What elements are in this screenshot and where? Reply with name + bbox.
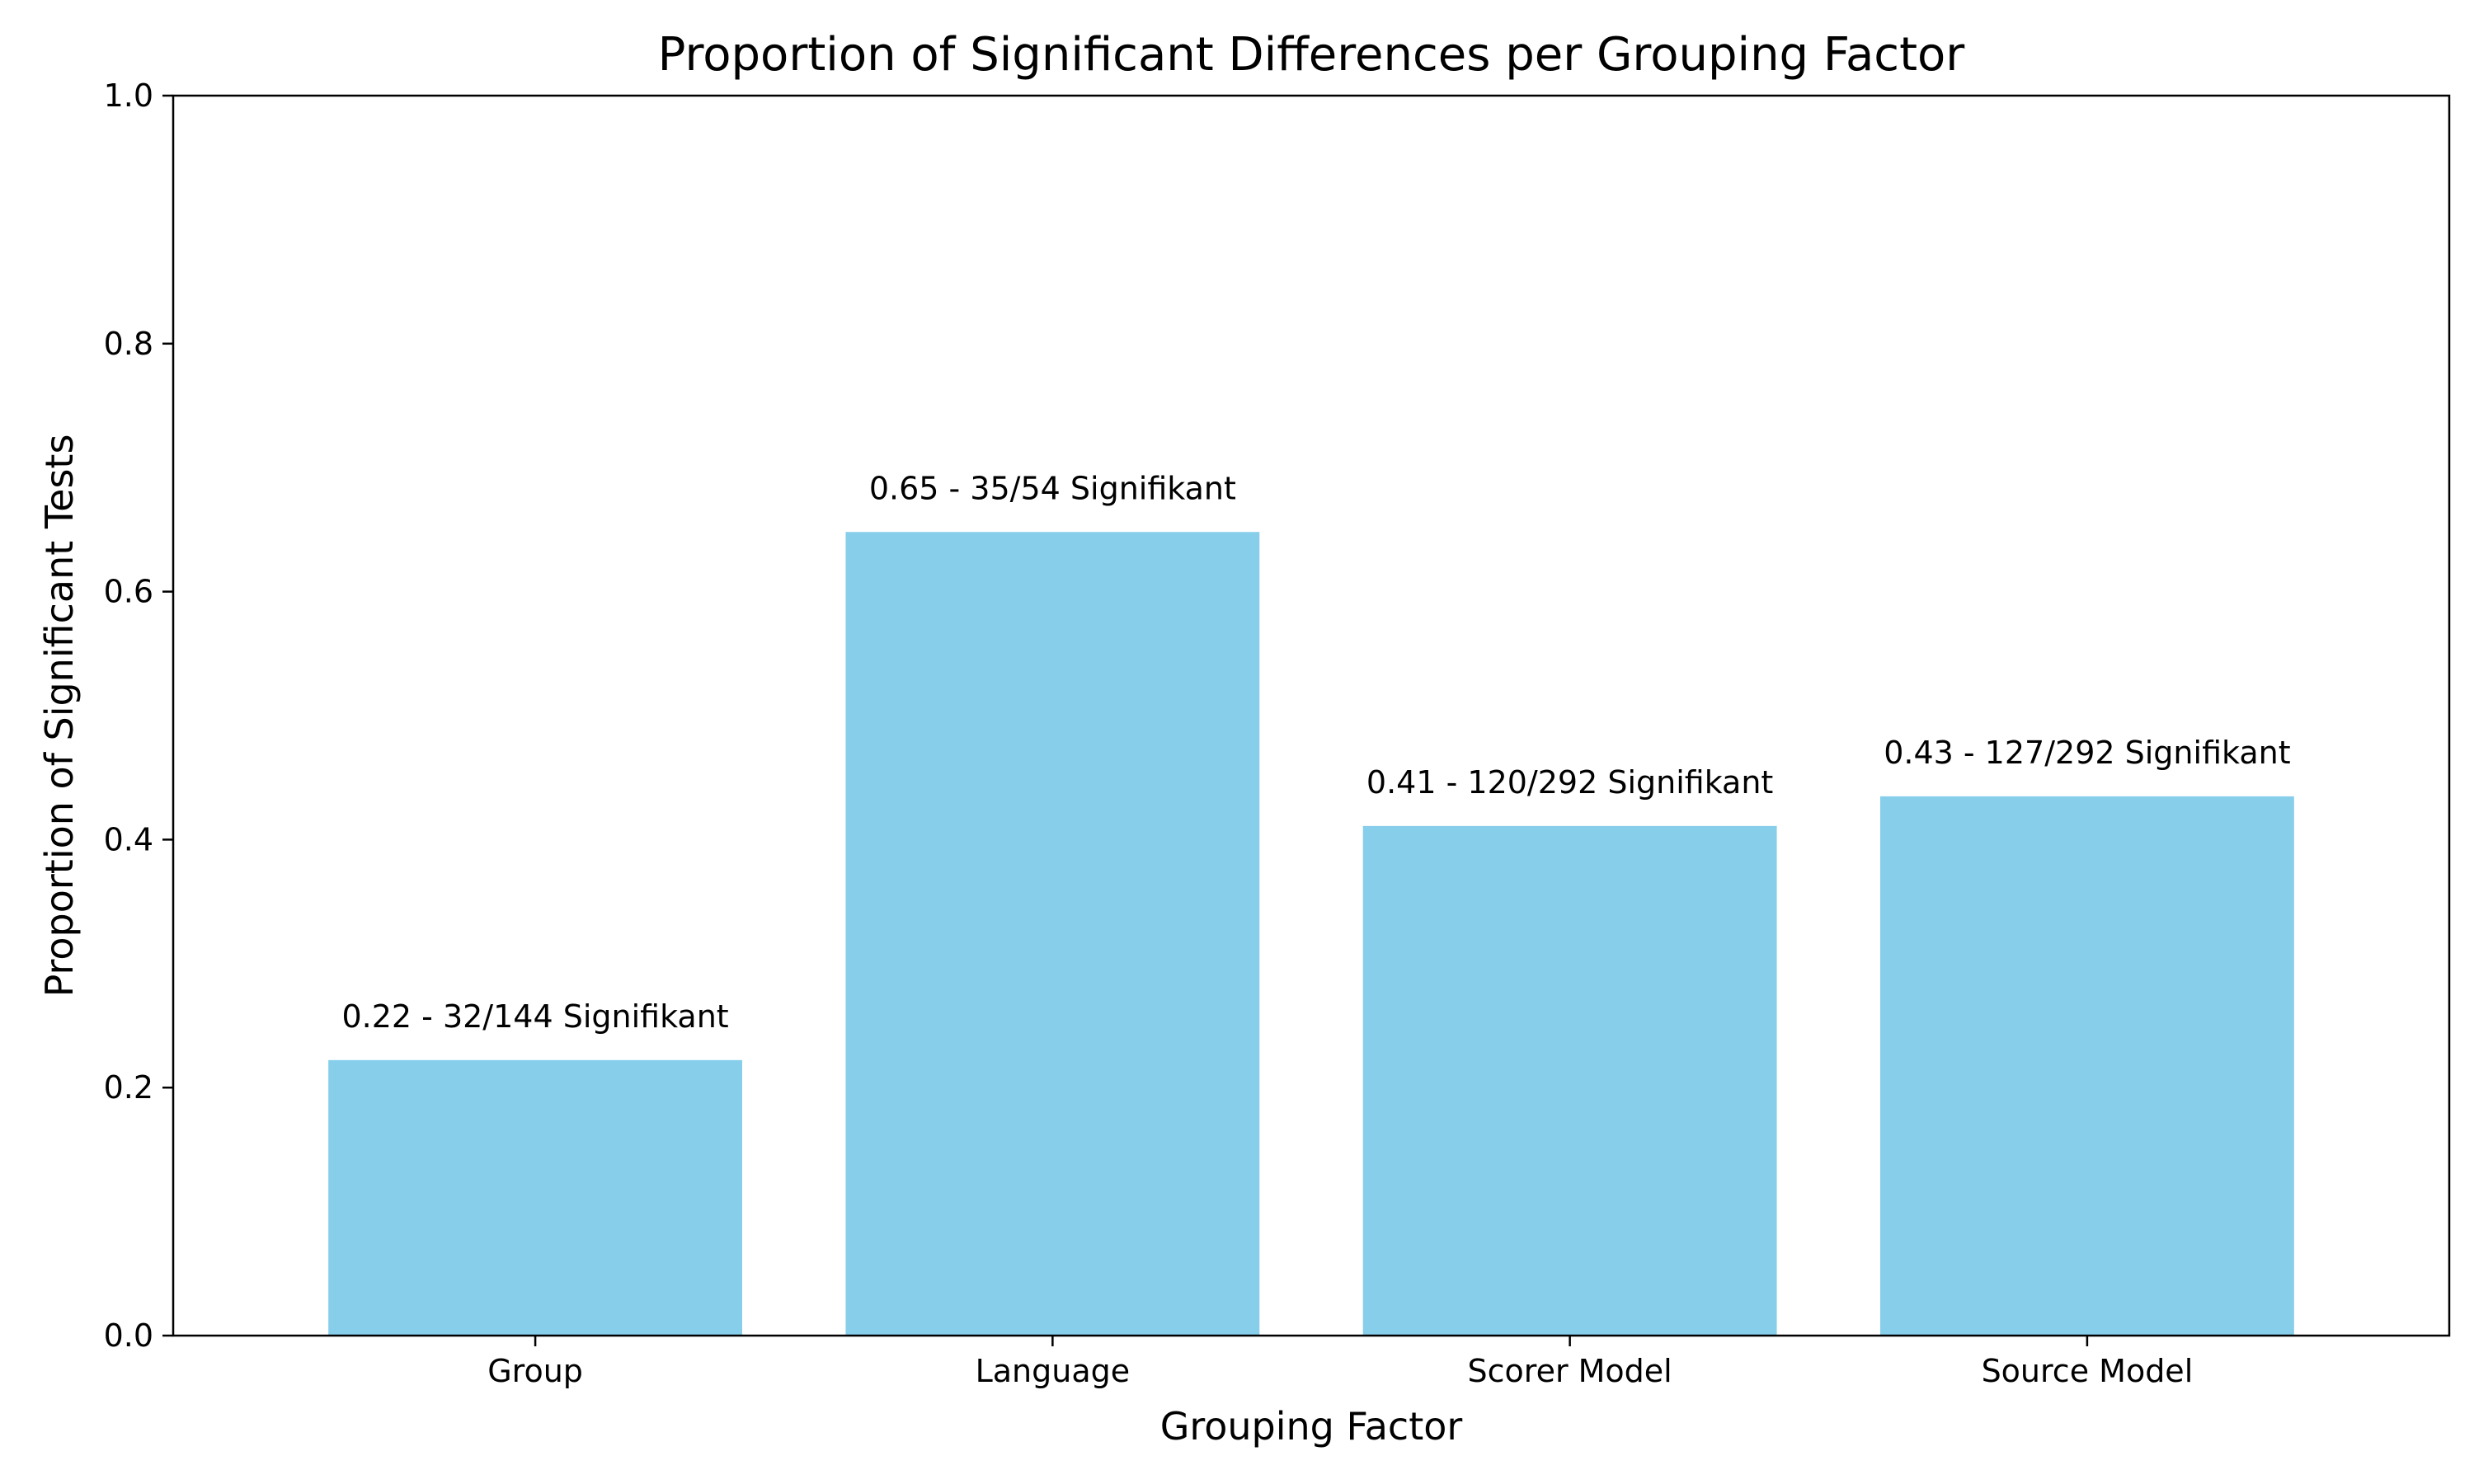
y-tick-label: 1.0 (104, 77, 153, 114)
y-tick-label: 0.2 (104, 1069, 153, 1106)
data-label: 0.22 - 32/144 Signifikant (341, 998, 728, 1035)
x-tick-label: Scorer Model (1468, 1353, 1672, 1389)
x-tick-label: Source Model (1982, 1353, 2194, 1389)
data-label: 0.43 - 127/292 Signifikant (1884, 735, 2290, 771)
x-axis-label: Grouping Factor (1160, 1404, 1463, 1449)
y-axis-label: Proportion of Significant Tests (37, 434, 82, 998)
y-axis: 0.0 0.2 0.4 0.6 0.8 1.0 (104, 77, 173, 1354)
x-tick-label: Language (976, 1353, 1131, 1389)
bar-scorer-model (1362, 825, 1777, 1336)
data-labels-layer: 0.22 - 32/144 Signifikant 0.65 - 35/54 Si… (341, 470, 2290, 1035)
chart-title: Proportion of Significant Differences pe… (658, 28, 1966, 82)
y-tick-label: 0.8 (104, 326, 153, 362)
x-axis: Group Language Scorer Model Source Model (487, 1336, 2193, 1389)
bar-language (845, 532, 1260, 1336)
data-label: 0.65 - 35/54 Signifikant (869, 470, 1236, 506)
y-tick-label: 0.6 (104, 574, 153, 610)
plot-frame (172, 94, 2451, 1337)
bar-group (328, 1059, 742, 1336)
data-label: 0.41 - 120/292 Signifikant (1366, 764, 1773, 801)
bar-source-model (1880, 796, 2294, 1336)
x-tick-label: Group (487, 1353, 583, 1389)
bars-layer (328, 532, 2294, 1336)
y-tick-label: 0.4 (104, 821, 153, 857)
y-tick-label: 0.0 (104, 1317, 153, 1354)
